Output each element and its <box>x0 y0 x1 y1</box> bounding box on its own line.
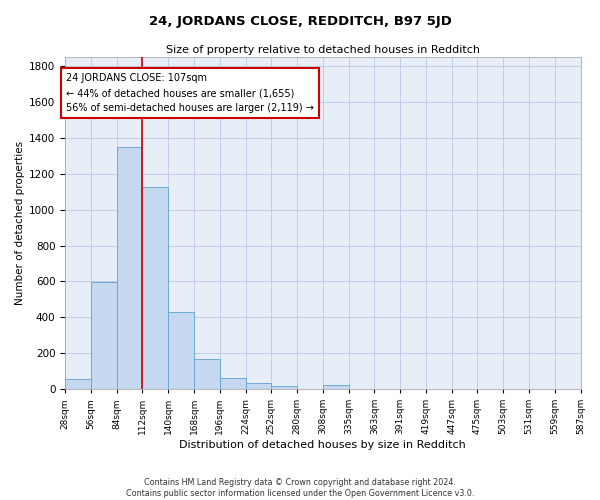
Bar <box>142 187 168 389</box>
Text: 24, JORDANS CLOSE, REDDITCH, B97 5JD: 24, JORDANS CLOSE, REDDITCH, B97 5JD <box>149 15 451 28</box>
Text: Contains HM Land Registry data © Crown copyright and database right 2024.
Contai: Contains HM Land Registry data © Crown c… <box>126 478 474 498</box>
X-axis label: Distribution of detached houses by size in Redditch: Distribution of detached houses by size … <box>179 440 466 450</box>
Bar <box>65 379 91 389</box>
Title: Size of property relative to detached houses in Redditch: Size of property relative to detached ho… <box>166 45 480 55</box>
Bar <box>168 312 194 389</box>
Bar <box>271 386 297 389</box>
Bar <box>220 378 245 389</box>
Bar <box>194 358 220 389</box>
Bar <box>323 386 349 389</box>
Text: 24 JORDANS CLOSE: 107sqm
← 44% of detached houses are smaller (1,655)
56% of sem: 24 JORDANS CLOSE: 107sqm ← 44% of detach… <box>66 74 314 113</box>
Bar <box>245 383 271 389</box>
Y-axis label: Number of detached properties: Number of detached properties <box>15 141 25 305</box>
Bar <box>116 147 142 389</box>
Bar <box>91 282 116 389</box>
